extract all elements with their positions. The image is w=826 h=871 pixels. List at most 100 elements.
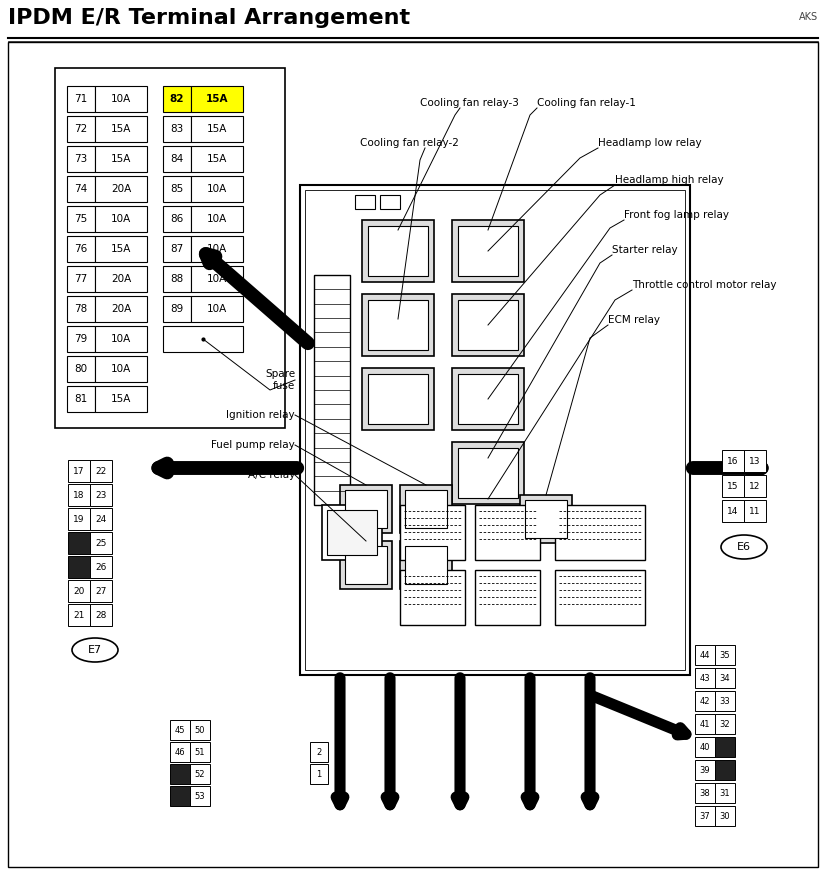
Bar [95,116,147,142]
Bar [362,294,434,356]
Bar [368,300,428,350]
Bar [715,806,735,826]
Bar [163,266,191,292]
Text: 53: 53 [195,792,206,800]
Text: 52: 52 [195,769,205,779]
Bar [310,742,328,762]
Bar [68,604,90,626]
Bar [327,510,377,555]
Text: 35: 35 [719,651,730,659]
Text: 22: 22 [95,467,107,476]
Text: 10A: 10A [111,94,131,104]
Bar [67,326,95,352]
Bar [90,532,112,554]
Bar [68,532,90,554]
Bar [95,326,147,352]
Bar [170,742,190,762]
Text: ECM relay: ECM relay [608,315,660,325]
Text: 78: 78 [74,304,88,314]
Bar [163,326,243,352]
Bar [695,806,715,826]
Bar [95,386,147,412]
Text: Headlamp low relay: Headlamp low relay [598,138,701,148]
Text: 10A: 10A [206,274,227,284]
Bar [525,500,567,538]
Bar [95,146,147,172]
Bar [400,505,465,560]
Text: 25: 25 [95,538,107,548]
Bar [355,195,375,209]
Text: 83: 83 [170,124,183,134]
Text: 16: 16 [727,456,738,465]
Bar [452,368,524,430]
Bar [191,206,243,232]
Text: 85: 85 [170,184,183,194]
Bar [400,570,465,625]
Bar [190,786,210,806]
Text: 15A: 15A [206,94,228,104]
Bar [314,275,350,505]
Bar [95,296,147,322]
Bar [68,460,90,482]
Text: 10A: 10A [206,184,227,194]
Bar [163,206,191,232]
Bar [715,760,735,780]
Bar [90,556,112,578]
Text: AKS: AKS [799,12,818,22]
Text: 80: 80 [74,364,88,374]
Bar [95,236,147,262]
Bar [191,116,243,142]
Bar [715,737,735,757]
Text: Throttle control motor relay: Throttle control motor relay [632,280,776,290]
Bar [340,485,392,533]
Text: 30: 30 [719,812,730,820]
Text: 15A: 15A [206,154,227,164]
Text: 32: 32 [719,719,730,728]
Text: Fuel pump relay: Fuel pump relay [211,440,295,450]
Text: 51: 51 [195,747,205,757]
Bar [555,570,645,625]
Bar [170,720,190,740]
Text: 43: 43 [700,673,710,683]
Bar [67,146,95,172]
Text: 20A: 20A [111,304,131,314]
Bar [191,266,243,292]
Bar [163,116,191,142]
Bar [695,783,715,803]
Text: 88: 88 [170,274,183,284]
Text: 10A: 10A [206,214,227,224]
Text: 77: 77 [74,274,88,284]
Bar [362,220,434,282]
Text: A/C relay: A/C relay [248,470,295,480]
Text: 15A: 15A [206,124,227,134]
Bar [475,505,540,560]
Bar [67,356,95,382]
Text: 81: 81 [74,394,88,404]
Bar [380,195,400,209]
Bar [715,691,735,711]
Bar [163,236,191,262]
Text: 45: 45 [175,726,185,734]
Text: 72: 72 [74,124,88,134]
Bar [95,176,147,202]
Text: 75: 75 [74,214,88,224]
Text: 46: 46 [174,747,185,757]
Bar [695,691,715,711]
Text: 12: 12 [749,482,761,490]
Bar [163,176,191,202]
Bar [715,783,735,803]
Bar [90,580,112,602]
Bar [300,185,690,675]
Bar [368,226,428,276]
Text: 18: 18 [74,490,85,499]
Text: 34: 34 [719,673,730,683]
Text: 14: 14 [728,507,738,516]
Bar [452,220,524,282]
Text: 44: 44 [700,651,710,659]
Text: 10A: 10A [111,334,131,344]
Text: 50: 50 [195,726,205,734]
Bar [305,190,685,670]
Text: 20: 20 [74,586,85,596]
Text: 89: 89 [170,304,183,314]
Bar [67,116,95,142]
